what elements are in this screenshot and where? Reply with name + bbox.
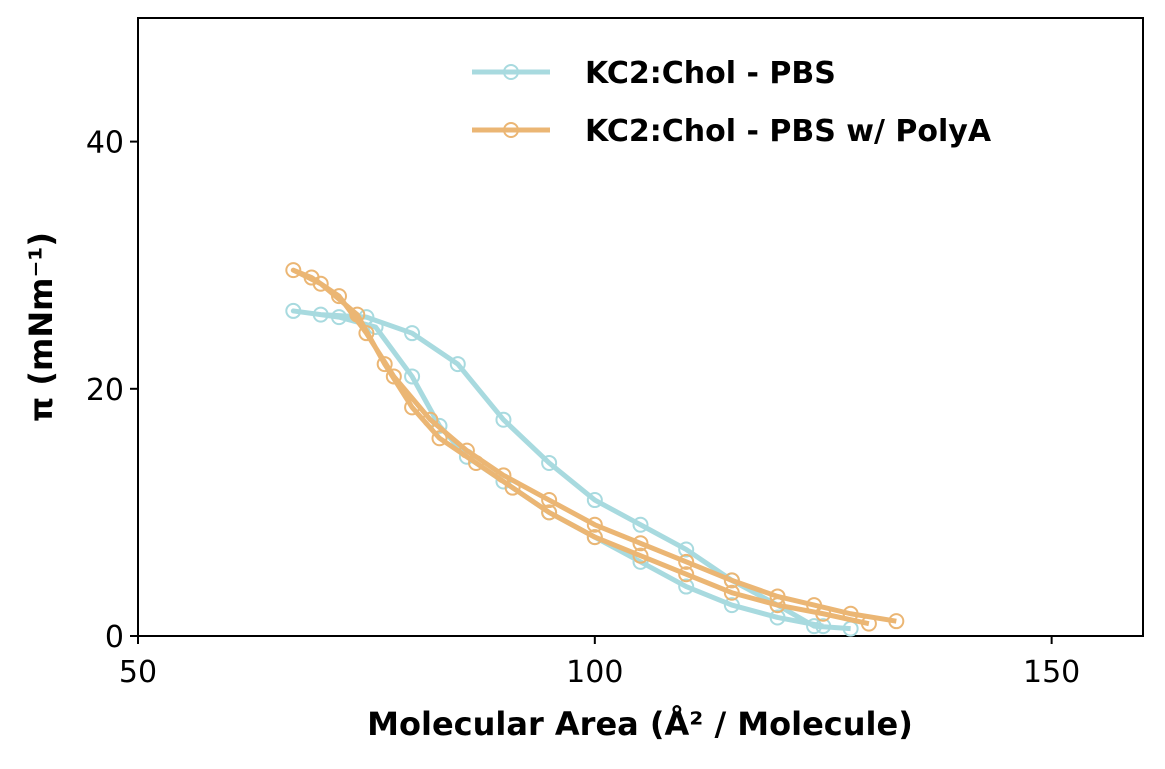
data-point — [541, 504, 558, 521]
data-point — [723, 584, 740, 601]
y-axis-label: π (mNm⁻¹) — [22, 232, 60, 422]
data-point — [312, 306, 329, 323]
data-point — [586, 492, 603, 509]
data-point — [678, 541, 695, 558]
x-tick-label: 50 — [119, 655, 157, 690]
data-point — [888, 613, 905, 630]
data-point — [404, 399, 421, 416]
data-point — [458, 442, 475, 459]
data-point — [815, 605, 832, 622]
data-point — [331, 288, 347, 305]
x-axis-label: Molecular Area (Å² / Molecule) — [367, 705, 913, 743]
data-point — [806, 597, 823, 614]
data-point — [860, 615, 877, 632]
data-point — [541, 492, 558, 509]
legend-label: KC2:Chol - PBS w/ PolyA — [585, 114, 992, 149]
x-tick-label: 100 — [566, 655, 623, 690]
data-point — [678, 566, 695, 583]
data-point — [632, 516, 649, 533]
data-point — [404, 368, 421, 385]
data-point — [678, 578, 695, 595]
data-point — [586, 516, 603, 533]
data-point — [723, 572, 740, 589]
data-point — [404, 325, 421, 342]
data-point — [541, 454, 558, 471]
data-point — [769, 609, 786, 626]
data-point — [495, 411, 512, 428]
plot-frame — [137, 17, 1144, 637]
legend-label: KC2:Chol - PBS — [585, 56, 836, 91]
legend-marker — [503, 64, 519, 80]
data-point — [723, 597, 740, 614]
data-point — [806, 618, 823, 635]
y-tick-label: 0 — [105, 620, 124, 655]
data-point — [285, 262, 302, 279]
y-tick-label: 40 — [86, 126, 124, 161]
data-point — [331, 309, 347, 326]
data-point — [285, 302, 302, 319]
data-point — [349, 306, 366, 323]
data-point — [358, 325, 375, 342]
data-point — [468, 454, 485, 471]
data-point — [815, 618, 832, 635]
data-point — [495, 467, 512, 484]
series-line — [290, 267, 897, 627]
legend-marker — [503, 122, 519, 138]
data-point — [376, 356, 393, 373]
x-tick-label: 150 — [1023, 655, 1080, 690]
data-point — [769, 588, 786, 605]
series-line — [290, 308, 851, 632]
data-point — [632, 547, 649, 564]
y-tick-label: 20 — [86, 373, 124, 408]
data-point — [842, 605, 859, 622]
data-point — [678, 553, 695, 570]
data-point — [449, 356, 466, 373]
data-point — [586, 529, 603, 546]
data-point — [422, 411, 439, 428]
data-point — [769, 597, 786, 614]
data-point — [431, 430, 448, 447]
data-point — [504, 479, 521, 496]
data-point — [312, 275, 329, 292]
data-point — [385, 368, 402, 385]
data-point — [632, 535, 649, 552]
